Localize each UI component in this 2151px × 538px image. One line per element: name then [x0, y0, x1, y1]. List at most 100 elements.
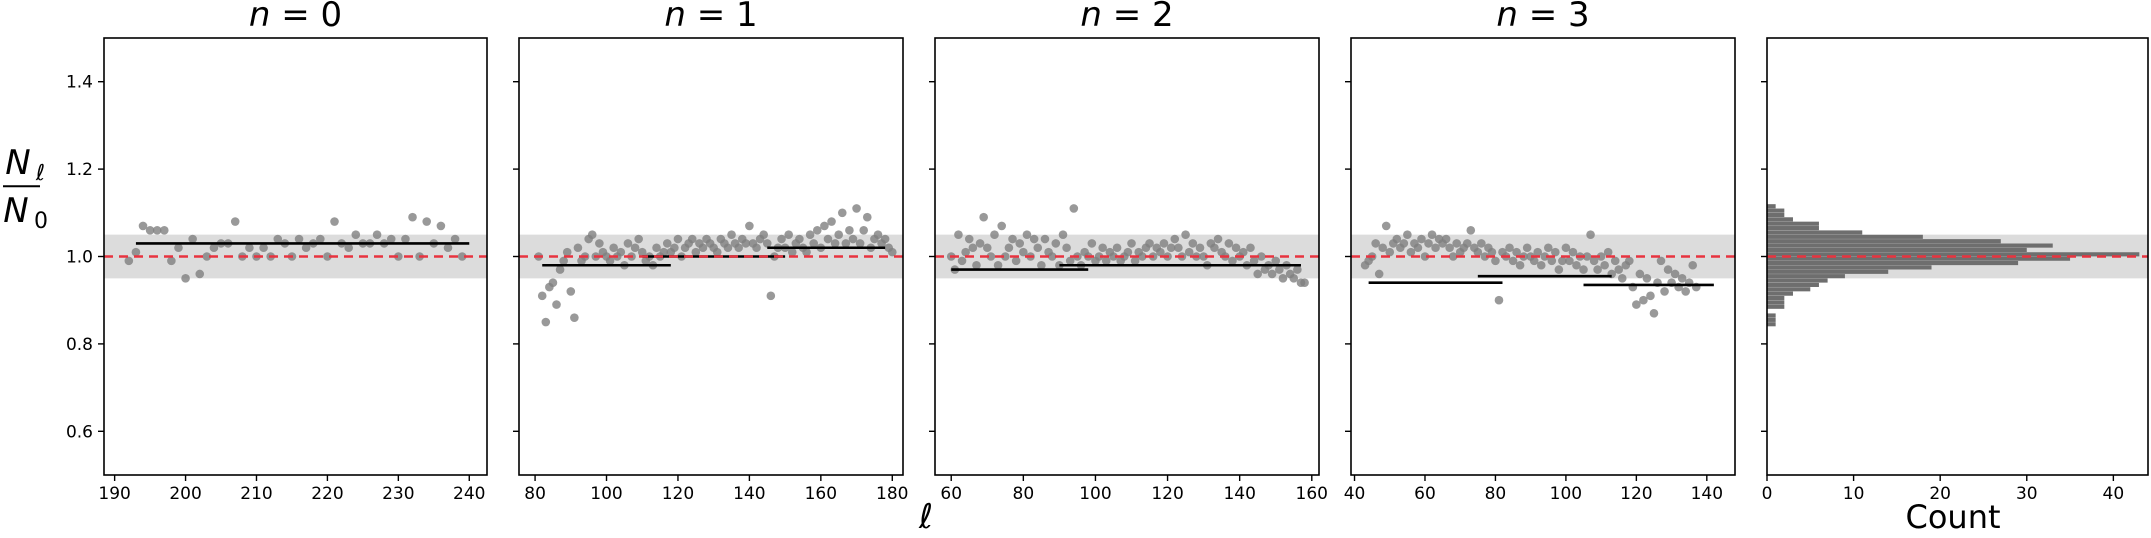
hist-bar	[1767, 204, 1776, 209]
data-point	[1642, 274, 1652, 283]
data-point	[1452, 239, 1461, 248]
data-point	[1677, 274, 1687, 283]
data-point	[131, 247, 141, 257]
data-point	[1094, 252, 1104, 261]
data-point	[1617, 274, 1627, 283]
data-point	[372, 230, 382, 239]
data-point	[1505, 243, 1514, 253]
data-point	[1529, 256, 1539, 266]
data-point	[1300, 278, 1309, 288]
data-point	[1625, 256, 1634, 266]
x-tick-label: 60	[1414, 484, 1436, 504]
data-point	[809, 239, 818, 248]
data-point	[1579, 265, 1588, 274]
data-point	[1159, 239, 1169, 248]
data-point	[823, 234, 833, 244]
data-point	[805, 230, 815, 239]
panel-title: n = 3	[1496, 0, 1589, 35]
data-point	[1210, 243, 1219, 253]
data-point	[1639, 295, 1648, 305]
data-point	[1660, 287, 1669, 296]
data-point	[436, 221, 446, 231]
data-point	[1166, 243, 1176, 253]
x-tick-label: 80	[1485, 484, 1507, 504]
x-tick-label: 120	[662, 484, 694, 504]
hist-bar	[1767, 265, 1932, 270]
data-point	[752, 243, 761, 253]
data-point	[1466, 225, 1476, 235]
x-tick-label: 0	[1762, 484, 1773, 504]
data-point	[259, 243, 268, 253]
x-tick-label: 140	[1691, 484, 1723, 504]
data-point	[887, 247, 897, 257]
data-point	[301, 243, 311, 253]
hist-bar	[1767, 317, 1776, 322]
data-point	[759, 230, 768, 239]
data-point	[1649, 309, 1659, 318]
data-point	[1558, 256, 1567, 266]
data-point	[723, 243, 733, 253]
data-point	[273, 234, 283, 244]
hist-bar	[1767, 208, 1785, 213]
hist-bar	[1767, 278, 1828, 283]
data-point	[1289, 274, 1299, 283]
data-point	[1445, 243, 1454, 253]
x-axis-label: ℓ	[918, 497, 933, 537]
data-point	[1543, 243, 1553, 253]
data-point	[766, 291, 776, 301]
panel-1: 80 100 120 140 160 180 n = 1	[513, 0, 909, 504]
data-point	[394, 252, 403, 261]
data-point	[1600, 260, 1609, 270]
data-point	[1596, 252, 1606, 261]
data-point	[1589, 256, 1599, 266]
x-tick-label: 20	[1929, 484, 1951, 504]
hist-bar	[1767, 239, 2001, 244]
x-tick-label: 10	[1843, 484, 1865, 504]
data-point	[795, 234, 804, 244]
x-tick-label: 160	[805, 484, 837, 504]
data-point	[330, 217, 339, 226]
data-point	[855, 239, 865, 248]
data-point	[450, 234, 460, 244]
data-point	[605, 256, 615, 266]
x-tick-label: 60	[940, 484, 962, 504]
hist-bar	[1767, 243, 2053, 248]
data-point	[698, 243, 708, 253]
data-point	[1029, 234, 1039, 244]
hist-bar	[1767, 313, 1776, 318]
hist-bar	[1767, 304, 1785, 309]
data-point	[1224, 239, 1234, 248]
data-point	[595, 239, 604, 248]
data-point	[230, 217, 240, 226]
hist-bar	[1767, 282, 1819, 287]
data-point	[1462, 239, 1472, 248]
x-tick-label: 100	[1550, 484, 1582, 504]
data-point	[145, 225, 155, 235]
hist-bar	[1767, 226, 1819, 231]
x-tick-label: 120	[1620, 484, 1652, 504]
data-point	[609, 243, 618, 253]
data-point	[1494, 295, 1504, 305]
data-point	[167, 256, 176, 266]
data-point	[1603, 247, 1613, 257]
x-axis-label: Count	[1905, 498, 2000, 536]
data-point	[880, 234, 890, 244]
data-point	[1278, 274, 1288, 283]
data-point	[1184, 247, 1194, 257]
data-point	[181, 274, 190, 283]
data-point	[1022, 230, 1032, 239]
x-tick-label: 40	[2103, 484, 2125, 504]
data-point	[1008, 234, 1017, 244]
y-label-denominator-sub: 0	[34, 209, 48, 234]
data-point	[1582, 252, 1592, 261]
x-tick-label: 240	[453, 484, 485, 504]
data-point	[1572, 260, 1581, 270]
hist-bar	[1767, 269, 1889, 274]
y-label-numerator: N	[5, 143, 30, 183]
data-point	[1656, 256, 1666, 266]
data-point	[457, 252, 467, 261]
data-point	[1371, 239, 1380, 248]
data-point	[964, 234, 974, 244]
y-tick-label: 0.6	[66, 422, 93, 442]
x-tick-label: 160	[1296, 484, 1328, 504]
